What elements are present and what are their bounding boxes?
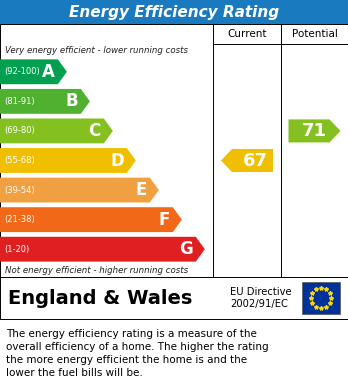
- Text: (39-54): (39-54): [4, 186, 34, 195]
- Bar: [0, 0, 348, 24]
- Bar: [0, 277, 348, 319]
- Text: Energy Efficiency Rating: Energy Efficiency Rating: [69, 5, 279, 20]
- Text: England & Wales: England & Wales: [8, 289, 192, 307]
- Polygon shape: [0, 59, 67, 84]
- Polygon shape: [0, 89, 90, 114]
- Text: 71: 71: [301, 122, 326, 140]
- Polygon shape: [0, 118, 113, 143]
- Bar: [302, 282, 340, 314]
- Text: Very energy efficient - lower running costs: Very energy efficient - lower running co…: [5, 46, 188, 55]
- Text: D: D: [110, 151, 124, 170]
- Text: B: B: [65, 92, 78, 110]
- Polygon shape: [288, 119, 340, 142]
- Text: G: G: [179, 240, 193, 258]
- Text: The energy efficiency rating is a measure of the
overall efficiency of a home. T: The energy efficiency rating is a measur…: [6, 329, 269, 378]
- Text: C: C: [89, 122, 101, 140]
- Polygon shape: [221, 149, 273, 172]
- Text: (1-20): (1-20): [4, 245, 29, 254]
- Polygon shape: [0, 237, 205, 262]
- Text: (81-91): (81-91): [4, 97, 34, 106]
- Polygon shape: [0, 178, 159, 203]
- Text: 67: 67: [243, 151, 268, 170]
- Polygon shape: [0, 148, 136, 173]
- Text: (69-80): (69-80): [4, 126, 35, 135]
- Text: (55-68): (55-68): [4, 156, 35, 165]
- Polygon shape: [0, 207, 182, 232]
- Text: F: F: [158, 211, 170, 229]
- Text: Not energy efficient - higher running costs: Not energy efficient - higher running co…: [5, 266, 188, 275]
- Text: Potential: Potential: [292, 29, 338, 39]
- Text: (92-100): (92-100): [4, 67, 40, 76]
- Text: E: E: [135, 181, 147, 199]
- Text: EU Directive
2002/91/EC: EU Directive 2002/91/EC: [230, 287, 292, 309]
- Text: (21-38): (21-38): [4, 215, 35, 224]
- Text: Current: Current: [227, 29, 267, 39]
- Bar: [0, 24, 348, 277]
- Text: A: A: [42, 63, 55, 81]
